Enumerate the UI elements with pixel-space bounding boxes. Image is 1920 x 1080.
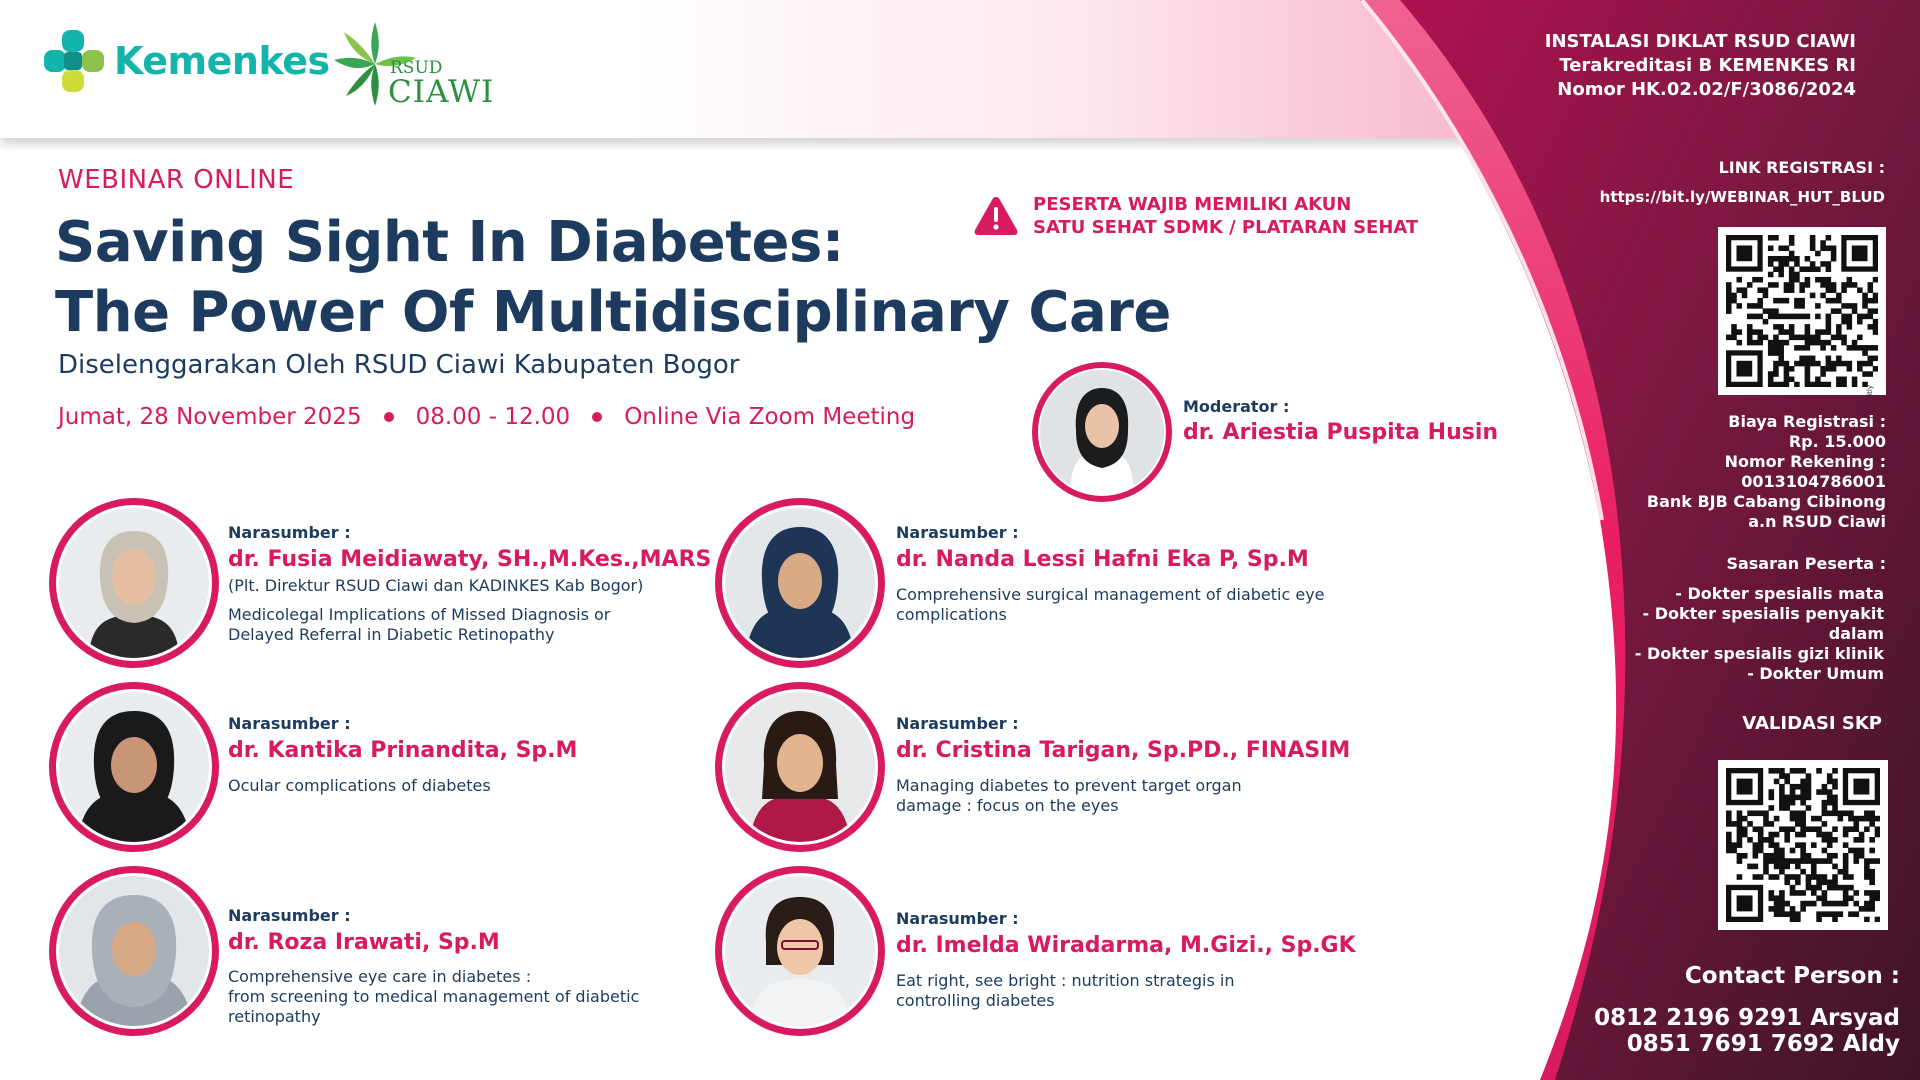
speaker-photo (715, 498, 885, 668)
rsud-text: RSUD (390, 58, 443, 78)
event-venue: Online Via Zoom Meeting (624, 404, 916, 430)
event-date: Jumat, 28 November 2025 (58, 404, 362, 430)
list-item: - Dokter Umum (1747, 664, 1884, 683)
speaker-photo (49, 682, 219, 852)
account-number: 0013104786001 (1741, 472, 1886, 491)
contact-phone[interactable]: 0851 7691 7692 Aldy (1626, 1031, 1900, 1057)
organizer-text: Diselenggarakan Oleh RSUD Ciawi Kabupate… (58, 350, 740, 380)
warning-text: PESERTA WAJIB MEMILIKI AKUN SATU SEHAT S… (1033, 193, 1418, 239)
topic-line: Delayed Referral in Diabetic Retinopathy (228, 625, 555, 644)
speaker-name: dr. Kantika Prinandita, Sp.M (228, 738, 578, 763)
speaker-topic: Eat right, see bright : nutrition strate… (896, 971, 1396, 1011)
institution-info: INSTALASI DIKLAT RSUD CIAWI Terakreditas… (1545, 30, 1856, 102)
leaf-emblem-icon (334, 22, 416, 106)
speaker-photo (715, 866, 885, 1036)
account-warning: PESERTA WAJIB MEMILIKI AKUN SATU SEHAT S… (973, 193, 1418, 239)
event-title: Saving Sight In Diabetes: The Power Of M… (55, 208, 1171, 348)
speaker-topic: Ocular complications of diabetes (228, 776, 728, 796)
qr-code-icon (1726, 235, 1879, 388)
speaker-name: dr. Nanda Lessi Hafni Eka P, Sp.M (896, 547, 1309, 572)
moderator-role: Moderator : (1183, 397, 1290, 416)
speaker-role: Narasumber : (896, 714, 1019, 733)
fee-amount: Rp. 15.000 (1788, 432, 1886, 451)
speaker-name: dr. Roza Irawati, Sp.M (228, 930, 500, 955)
speaker-role: Narasumber : (228, 906, 351, 925)
topic-line: Comprehensive surgical management of dia… (896, 585, 1325, 604)
bank-name: Bank BJB Cabang Cibinong (1646, 492, 1886, 511)
topic-line: Ocular complications of diabetes (228, 776, 491, 795)
event-time: 08.00 - 12.00 (415, 404, 571, 430)
speaker-photo (49, 498, 219, 668)
ciawi-text: CIAWI (388, 74, 495, 110)
event-title-line-1: Saving Sight In Diabetes: (55, 210, 844, 275)
warning-icon (974, 197, 1018, 235)
header-strip (0, 0, 1500, 138)
qr-caption: bitly (1866, 385, 1874, 401)
topic-line: retinopathy (228, 1007, 321, 1026)
speaker-role: Narasumber : (896, 909, 1019, 928)
speaker-name: dr. Imelda Wiradarma, M.Gizi., Sp.GK (896, 933, 1356, 958)
contact-list: 0812 2196 9291 Arsyad 0851 7691 7692 Ald… (1594, 1005, 1900, 1057)
separator-dot (592, 412, 603, 422)
contact-phone[interactable]: 0812 2196 9291 Arsyad (1594, 1005, 1900, 1031)
moderator-name: dr. Ariestia Puspita Husin (1183, 420, 1499, 445)
topic-line: from screening to medical management of … (228, 987, 640, 1006)
warning-line-1: PESERTA WAJIB MEMILIKI AKUN (1033, 194, 1352, 215)
skp-qr-code[interactable] (1718, 760, 1888, 930)
topic-line: damage : focus on the eyes (896, 796, 1119, 815)
registration-qr-code[interactable]: bitly (1718, 227, 1886, 400)
fee-label: Biaya Registrasi : (1728, 412, 1886, 431)
speaker-topic: Managing diabetes to prevent target orga… (896, 776, 1396, 816)
institution-line: Nomor HK.02.02/F/3086/2024 (1557, 79, 1856, 100)
speaker-topic: Comprehensive surgical management of dia… (896, 585, 1396, 625)
speaker-role: Narasumber : (228, 714, 351, 733)
institution-line: Terakreditasi B KEMENKES RI (1559, 55, 1856, 76)
target-title: Sasaran Peserta : (1726, 554, 1886, 573)
registration-fee-info: Biaya Registrasi : Rp. 15.000 Nomor Reke… (1647, 412, 1886, 532)
kemenkes-emblem-icon (44, 30, 104, 92)
speaker-topic: Medicolegal Implications of Missed Diagn… (228, 605, 728, 645)
list-item: dalam (1828, 624, 1884, 643)
speaker-photo (49, 866, 219, 1036)
webinar-label: WEBINAR ONLINE (58, 165, 295, 195)
kemenkes-wordmark: Kemenkes (114, 39, 330, 83)
speaker-note: (Plt. Direktur RSUD Ciawi dan KADINKES K… (228, 576, 644, 595)
account-label: Nomor Rekening : (1724, 452, 1886, 471)
rsud-ciawi-logo: RSUD CIAWI (330, 20, 493, 112)
registration-label: LINK REGISTRASI : (1718, 158, 1885, 177)
list-item: - Dokter spesialis mata (1675, 584, 1884, 603)
speaker-name: dr. Cristina Tarigan, Sp.PD., FINASIM (896, 738, 1351, 763)
skp-label: VALIDASI SKP (1742, 713, 1882, 734)
registration-link[interactable]: https://bit.ly/WEBINAR_HUT_BLUD (1599, 188, 1885, 206)
contact-title: Contact Person : (1684, 963, 1900, 989)
qr-code-icon (1726, 768, 1881, 923)
event-details: Jumat, 28 November 2025 08.00 - 12.00 On… (58, 404, 915, 430)
separator-dot (383, 412, 394, 422)
institution-line: INSTALASI DIKLAT RSUD CIAWI (1544, 31, 1856, 52)
topic-line: Managing diabetes to prevent target orga… (896, 776, 1242, 795)
event-title-line-2: The Power Of Multidisciplinary Care (55, 280, 1171, 345)
topic-line: Eat right, see bright : nutrition strate… (896, 971, 1235, 990)
topic-line: Comprehensive eye care in diabetes : (228, 967, 532, 986)
topic-line: complications (896, 605, 1007, 624)
speaker-role: Narasumber : (896, 523, 1019, 542)
account-holder: a.n RSUD Ciawi (1748, 512, 1886, 531)
target-list: - Dokter spesialis mata - Dokter spesial… (1635, 584, 1884, 684)
topic-line: Medicolegal Implications of Missed Diagn… (228, 605, 611, 624)
moderator-photo (1032, 362, 1172, 502)
warning-line-2: SATU SEHAT SDMK / PLATARAN SEHAT (1033, 217, 1419, 238)
list-item: - Dokter spesialis penyakit (1642, 604, 1884, 623)
list-item: - Dokter spesialis gizi klinik (1634, 644, 1884, 663)
speaker-role: Narasumber : (228, 523, 351, 542)
speaker-topic: Comprehensive eye care in diabetes : fro… (228, 967, 728, 1027)
speaker-name: dr. Fusia Meidiawaty, SH.,M.Kes.,MARS (228, 547, 712, 572)
topic-line: controlling diabetes (896, 991, 1055, 1010)
kemenkes-logo: Kemenkes (44, 30, 330, 92)
speaker-photo (715, 682, 885, 852)
